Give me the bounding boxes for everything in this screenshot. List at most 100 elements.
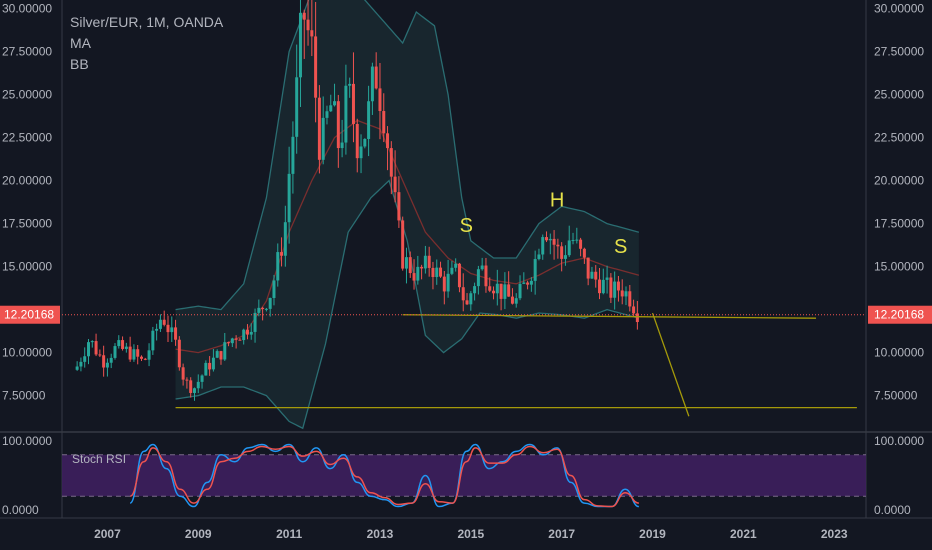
candle-body (416, 266, 420, 281)
candle-body (94, 341, 98, 355)
y-tick-label-right: 27.50000 (874, 45, 924, 59)
stoch-tick-left: 100.0000 (2, 434, 52, 448)
x-tick-label: 2015 (457, 527, 484, 541)
candle-body (147, 350, 151, 360)
candle-body (227, 342, 231, 344)
candle-body (579, 239, 583, 249)
candle-body (469, 293, 473, 305)
legend-bb: BB (70, 56, 89, 72)
candle-body (548, 238, 552, 241)
candle-body (291, 136, 295, 174)
candle-body (155, 328, 159, 331)
candle-body (594, 271, 598, 280)
candle-body (189, 380, 193, 393)
y-tick-label-right: 25.00000 (874, 88, 924, 102)
candle-body (317, 97, 321, 160)
candle-body (503, 284, 507, 299)
candle-body (427, 255, 431, 268)
candle-body (393, 176, 397, 193)
last-price-label-right: 12.20168 (874, 308, 924, 322)
candle-body (499, 283, 503, 299)
x-tick-label: 2011 (276, 527, 302, 541)
candle-body (287, 173, 291, 223)
candle-body (344, 85, 348, 143)
x-tick-label: 2009 (185, 527, 212, 541)
bollinger-band-fill (175, 0, 639, 429)
bollinger-lower-line (175, 179, 640, 430)
left-shoulder-label: S (460, 215, 473, 237)
stoch-tick-right: 100.0000 (874, 434, 924, 448)
candle-body (461, 287, 465, 301)
candle-body (181, 367, 185, 380)
candle-body (389, 148, 393, 177)
candle-body (473, 286, 477, 294)
candle-body (268, 297, 272, 309)
candle-body (264, 308, 268, 310)
candle-body (609, 277, 613, 298)
candle-body (408, 257, 412, 274)
candle-body (215, 351, 219, 358)
stoch-tick-right: 0.0000 (874, 503, 911, 517)
candle-body (121, 340, 125, 349)
candle-body (442, 276, 446, 292)
candle-body (560, 246, 564, 259)
candle-body (359, 146, 363, 159)
candle-body (177, 339, 181, 368)
candle-body (351, 83, 355, 124)
candle-body (242, 329, 246, 341)
candle-body (529, 280, 533, 285)
candle-body (628, 291, 632, 307)
candle-body (283, 222, 287, 256)
y-tick-label-left: 17.50000 (2, 217, 52, 231)
candle-body (465, 300, 469, 305)
candle-body (298, 12, 302, 78)
candle-body (211, 357, 215, 370)
candle-body (386, 133, 390, 149)
candle-body (75, 366, 79, 370)
candle-body (219, 351, 223, 360)
y-tick-label-left: 15.00000 (2, 260, 52, 274)
stoch-d-line (129, 445, 640, 508)
candle-body (431, 267, 435, 278)
candle-body (105, 362, 109, 368)
candle-body (480, 265, 484, 270)
candle-body (586, 257, 590, 279)
y-tick-label-right: 30.00000 (874, 2, 924, 16)
candle-body (223, 342, 227, 360)
candle-body (423, 255, 427, 269)
projection-line (651, 312, 690, 417)
candle-body (136, 349, 140, 357)
y-tick-label-right: 20.00000 (874, 174, 924, 188)
candle-body (537, 254, 541, 260)
candle-body (113, 346, 117, 358)
candle-body (484, 265, 488, 287)
candle-body (272, 280, 276, 298)
x-tick-label: 2023 (821, 527, 848, 541)
candle-body (230, 338, 234, 344)
y-tick-label-left: 20.00000 (2, 174, 52, 188)
candle-body (128, 346, 132, 360)
candle-body (132, 349, 136, 360)
candle-body (514, 298, 518, 304)
candle-body (457, 263, 461, 288)
candle-body (174, 327, 178, 340)
candle-body (204, 362, 208, 376)
candle-body (635, 313, 639, 323)
candle-body (234, 338, 238, 340)
candle-body (295, 77, 299, 137)
candle-body (632, 306, 636, 314)
candle-body (314, 36, 318, 98)
candle-body (571, 240, 575, 242)
candle-body (401, 220, 405, 269)
y-tick-label-left: 7.50000 (2, 389, 46, 403)
last-price-label-left: 12.20168 (4, 308, 54, 322)
candle-body (98, 354, 102, 356)
candle-body (200, 375, 204, 382)
candle-body (348, 83, 352, 86)
candle-body (192, 388, 196, 393)
candle-body (545, 237, 549, 241)
candle-body (321, 117, 325, 160)
y-tick-label-left: 27.50000 (2, 45, 52, 59)
candle-body (556, 244, 560, 247)
